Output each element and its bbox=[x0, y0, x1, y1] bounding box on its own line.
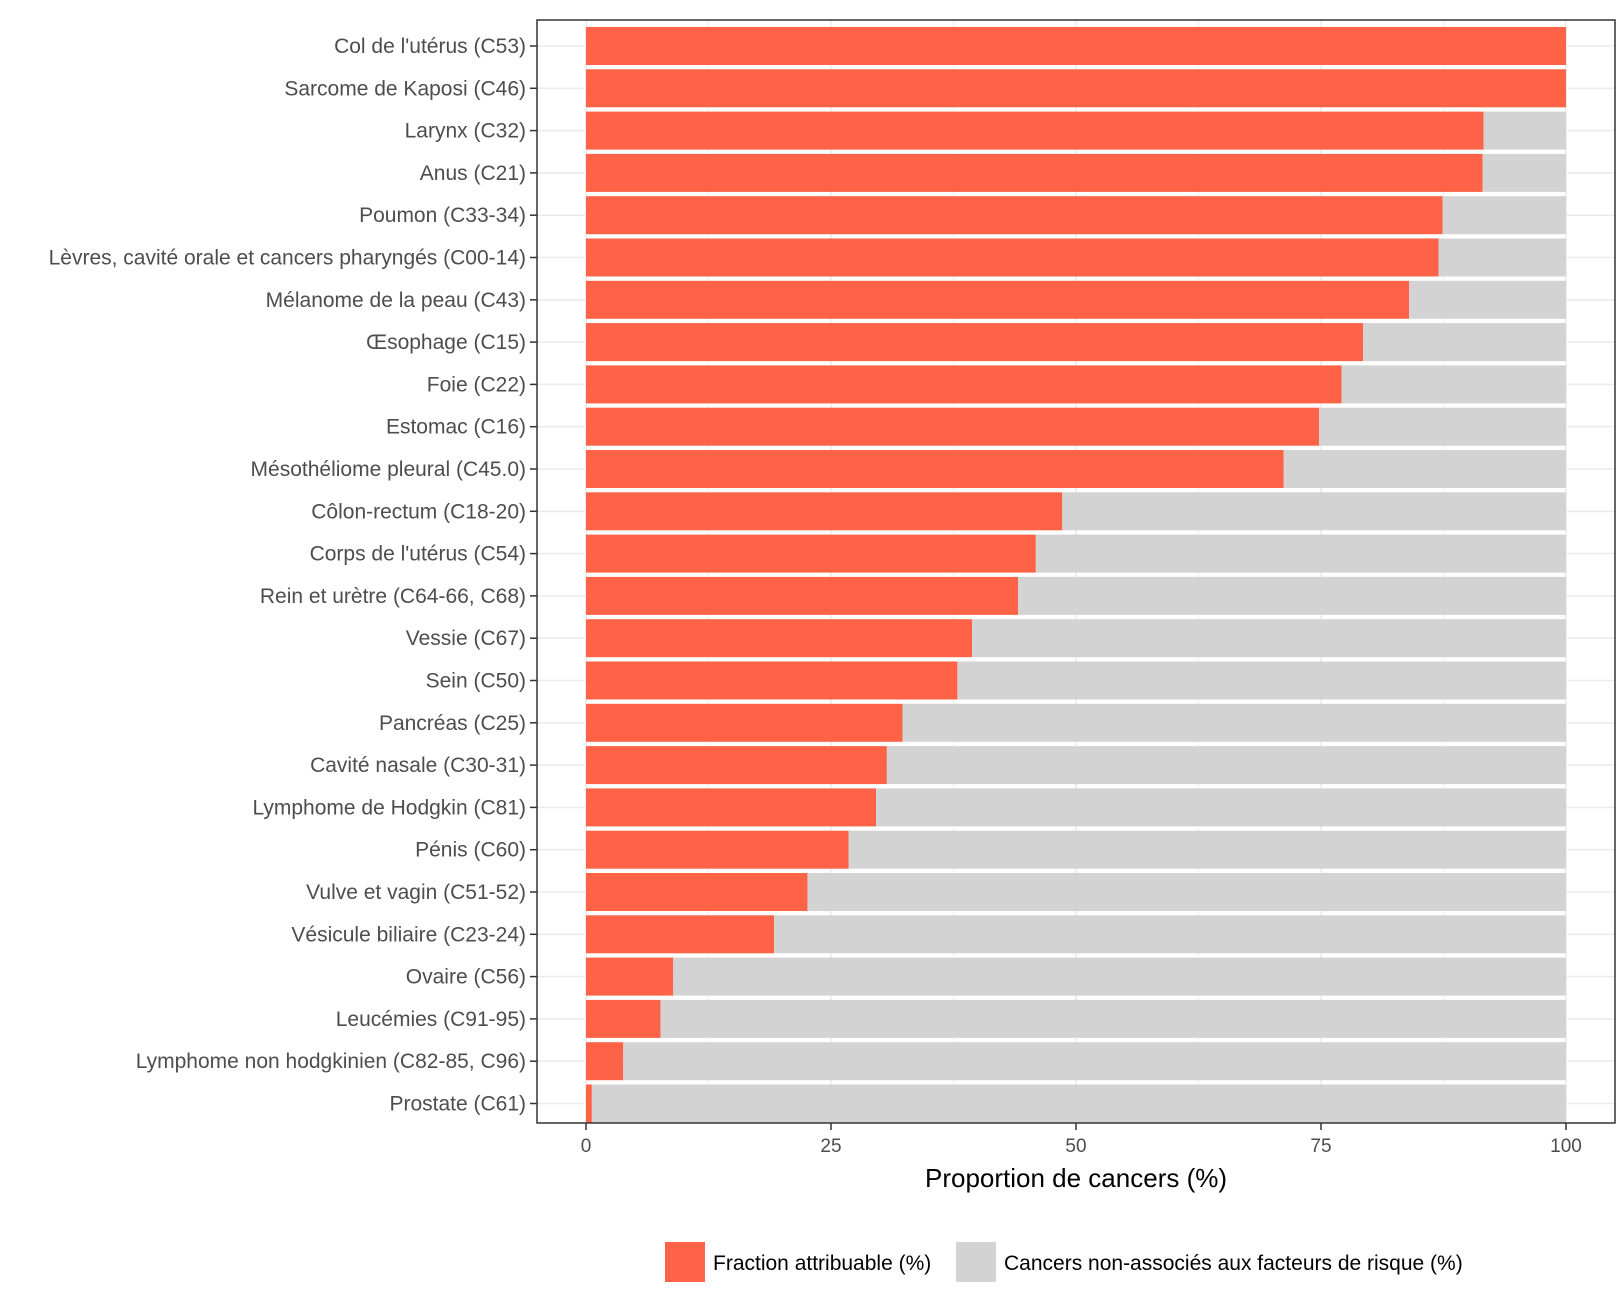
x-tick-label: 0 bbox=[581, 1136, 592, 1157]
x-tick-label: 100 bbox=[1550, 1136, 1582, 1157]
bar-non-associated bbox=[1438, 238, 1566, 277]
legend: Fraction attribuable (%) Cancers non-ass… bbox=[665, 1242, 1463, 1282]
bar-attributable bbox=[586, 576, 1019, 615]
y-tick-label: Estomac (C16) bbox=[386, 416, 526, 439]
bar-non-associated bbox=[1341, 365, 1566, 404]
bar-attributable bbox=[586, 492, 1063, 531]
x-axis: 0 25 50 75 100 bbox=[581, 1123, 1582, 1157]
bar-non-associated bbox=[774, 915, 1566, 954]
y-tick-label: Prostate (C61) bbox=[389, 1093, 526, 1116]
bar-attributable bbox=[586, 788, 877, 827]
bar-attributable bbox=[586, 280, 1410, 319]
bar-attributable bbox=[586, 1042, 624, 1081]
bar-non-associated bbox=[1319, 407, 1566, 446]
bar-non-associated bbox=[972, 619, 1566, 658]
bar-attributable bbox=[586, 450, 1284, 488]
y-tick-label: Rein et urètre (C64-66, C68) bbox=[260, 585, 526, 608]
bar-non-associated bbox=[1363, 323, 1566, 362]
legend-key-attributable bbox=[665, 1242, 705, 1282]
y-tick-label: Vulve et vagin (C51-52) bbox=[306, 881, 526, 904]
legend-label-non-associated: Cancers non-associés aux facteurs de ris… bbox=[1004, 1252, 1463, 1275]
legend-label-attributable: Fraction attribuable (%) bbox=[713, 1252, 931, 1275]
y-tick-label: Sarcome de Kaposi (C46) bbox=[284, 77, 526, 100]
bar-non-associated bbox=[591, 1084, 1566, 1123]
bar-attributable bbox=[586, 703, 903, 742]
x-tick-label: 25 bbox=[820, 1136, 841, 1157]
bar-attributable bbox=[586, 661, 958, 700]
y-tick-label: Corps de l'utérus (C54) bbox=[310, 543, 526, 566]
y-tick-label: Pénis (C60) bbox=[415, 839, 526, 862]
bar-attributable bbox=[586, 153, 1483, 192]
bar-non-associated bbox=[1062, 492, 1566, 531]
bar-non-associated bbox=[876, 788, 1566, 827]
bar-non-associated bbox=[886, 746, 1566, 785]
y-tick-label: Mélanome de la peau (C43) bbox=[266, 289, 526, 312]
bar-attributable bbox=[586, 1084, 592, 1123]
bar-attributable bbox=[586, 111, 1484, 150]
bar-non-associated bbox=[848, 830, 1566, 869]
y-tick-label: Larynx (C32) bbox=[405, 120, 526, 143]
y-tick-label: Ovaire (C56) bbox=[406, 966, 526, 989]
bars bbox=[586, 27, 1566, 1123]
y-tick-label: Œsophage (C15) bbox=[366, 331, 526, 354]
x-axis-title: Proportion de cancers (%) bbox=[925, 1163, 1227, 1193]
y-tick-label: Poumon (C33-34) bbox=[359, 204, 526, 227]
y-tick-label: Sein (C50) bbox=[426, 670, 526, 693]
bar-non-associated bbox=[623, 1042, 1566, 1081]
bar-non-associated bbox=[902, 703, 1566, 742]
bar-non-associated bbox=[1035, 534, 1566, 573]
bar-non-associated bbox=[807, 873, 1566, 911]
bar-attributable bbox=[586, 407, 1320, 446]
bar-attributable bbox=[586, 365, 1342, 404]
y-tick-label: Lymphome non hodgkinien (C82-85, C96) bbox=[136, 1050, 526, 1073]
bar-attributable bbox=[586, 957, 674, 996]
bar-non-associated bbox=[1483, 111, 1566, 150]
bar-non-associated bbox=[673, 957, 1566, 996]
x-tick-label: 50 bbox=[1065, 1136, 1086, 1157]
y-axis: Col de l'utérus (C53) Sarcome de Kaposi (… bbox=[49, 35, 537, 1116]
y-tick-label: Col de l'utérus (C53) bbox=[334, 35, 526, 58]
bar-attributable bbox=[586, 323, 1364, 362]
y-tick-label: Lèvres, cavité orale et cancers pharyngé… bbox=[49, 247, 526, 270]
bar-non-associated bbox=[1442, 196, 1566, 235]
bar-attributable bbox=[586, 915, 775, 954]
y-tick-label: Mésothéliome pleural (C45.0) bbox=[251, 458, 526, 481]
bar-attributable bbox=[586, 534, 1036, 573]
y-tick-label: Leucémies (C91-95) bbox=[336, 1008, 526, 1031]
y-tick-label: Lymphome de Hodgkin (C81) bbox=[252, 796, 526, 819]
y-tick-label: Cavité nasale (C30-31) bbox=[310, 754, 526, 777]
bar-attributable bbox=[586, 238, 1439, 277]
y-tick-label: Anus (C21) bbox=[420, 162, 526, 185]
legend-key-non-associated bbox=[956, 1242, 996, 1282]
bar-attributable bbox=[586, 873, 808, 911]
bar-attributable bbox=[586, 999, 661, 1038]
bar-non-associated bbox=[1409, 280, 1566, 319]
bar-non-associated bbox=[660, 999, 1566, 1038]
x-tick-label: 75 bbox=[1310, 1136, 1331, 1157]
bar-attributable bbox=[586, 69, 1566, 108]
bar-non-associated bbox=[1018, 576, 1566, 615]
bar-attributable bbox=[586, 746, 887, 785]
bar-non-associated bbox=[957, 661, 1566, 700]
bar-attributable bbox=[586, 830, 849, 869]
bar-non-associated bbox=[1283, 450, 1566, 488]
y-tick-label: Vessie (C67) bbox=[406, 627, 526, 650]
bar-attributable bbox=[586, 619, 973, 658]
bar-attributable bbox=[586, 27, 1566, 65]
y-tick-label: Côlon-rectum (C18-20) bbox=[311, 500, 526, 523]
y-tick-label: Pancréas (C25) bbox=[379, 712, 526, 735]
y-tick-label: Foie (C22) bbox=[427, 373, 526, 396]
bar-attributable bbox=[586, 196, 1443, 235]
y-tick-label: Vésicule biliaire (C23-24) bbox=[291, 923, 526, 946]
bar-non-associated bbox=[1482, 153, 1566, 192]
